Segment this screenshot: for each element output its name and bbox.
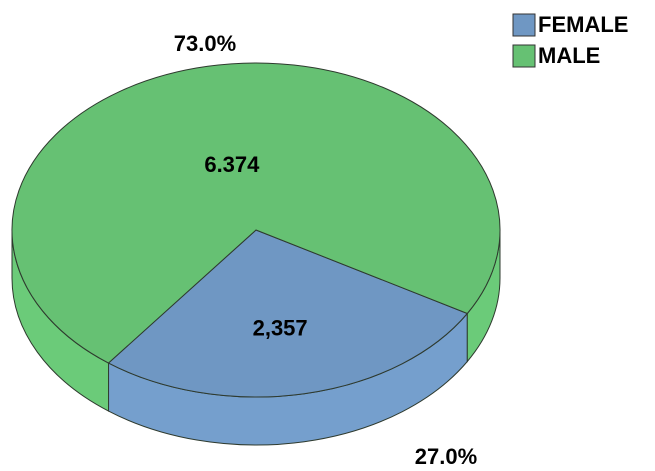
legend-label: FEMALE	[538, 12, 628, 37]
percent-label: 27.0%	[415, 444, 477, 469]
legend-label: MALE	[538, 43, 600, 68]
percent-label: 73.0%	[174, 31, 236, 56]
legend-swatch	[512, 44, 536, 68]
slice	[107, 229, 469, 398]
slice	[11, 62, 501, 364]
data-label: 2,357	[253, 316, 308, 341]
legend-swatch	[512, 13, 536, 37]
data-label: 6.374	[204, 152, 260, 177]
